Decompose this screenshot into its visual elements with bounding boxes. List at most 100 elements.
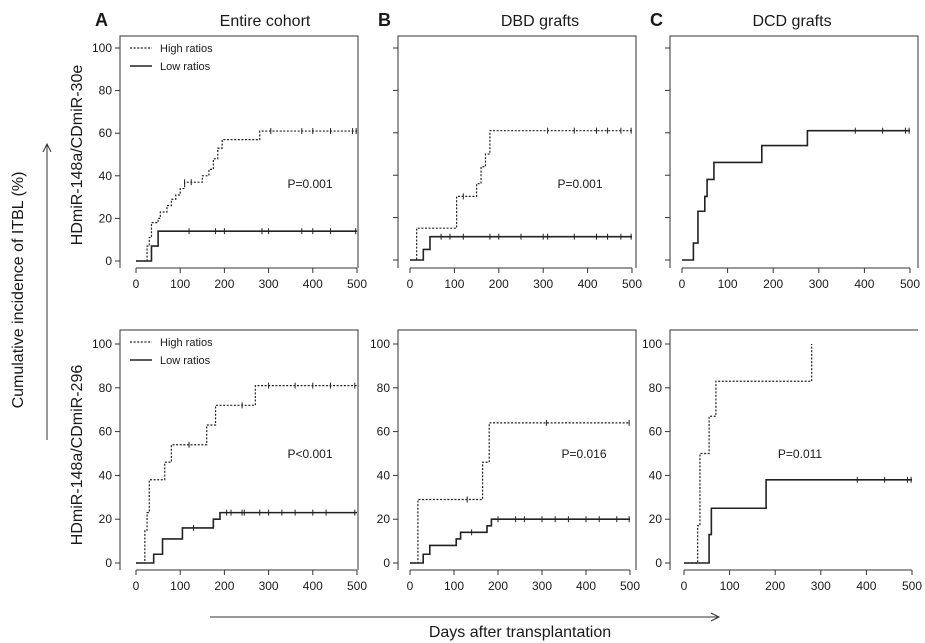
legend-label: Low ratios bbox=[160, 61, 211, 73]
x-tick-label: 0 bbox=[407, 277, 414, 291]
y-tick-label: 40 bbox=[649, 468, 663, 482]
series-low-ratios-line bbox=[410, 235, 632, 261]
y-tick-label: 100 bbox=[92, 41, 112, 55]
panel-frame bbox=[397, 35, 637, 268]
x-tick-label: 200 bbox=[488, 579, 508, 593]
y-tick-label: 20 bbox=[99, 512, 113, 526]
chart-panel-1-2: 0 20 40 60 80 100 0 100 200 300 400 500 P=0.011 bbox=[642, 329, 922, 593]
y-tick-label: 0 bbox=[105, 556, 112, 570]
x-tick-label: 100 bbox=[718, 277, 738, 291]
series-low-ratios-line bbox=[410, 518, 630, 564]
series-low-ratios-line bbox=[684, 478, 912, 564]
panel-letter-a: A bbox=[95, 10, 108, 30]
legend-label: Low ratios bbox=[160, 355, 211, 367]
x-tick-label: 100 bbox=[444, 277, 464, 291]
y-tick-label: 0 bbox=[383, 556, 390, 570]
y-tick-label: 40 bbox=[377, 468, 391, 482]
x-tick-label: 200 bbox=[214, 277, 234, 291]
x-tick-label: 300 bbox=[811, 579, 831, 593]
chart-panel-1-0: 0 20 40 60 80 100 0 100 200 300 400 500 High ratios L… bbox=[92, 329, 367, 593]
x-tick-label: 200 bbox=[765, 579, 785, 593]
x-tick-label: 0 bbox=[407, 579, 414, 593]
x-tick-label: 300 bbox=[259, 277, 279, 291]
x-tick-label: 0 bbox=[133, 579, 140, 593]
panel-frame bbox=[397, 329, 637, 570]
p-value-annotation: P=0.001 bbox=[557, 177, 602, 191]
y-tick-label: 60 bbox=[377, 425, 391, 439]
row-label-mir-30e: HDmiR-148a/CDmiR-30e bbox=[69, 65, 86, 246]
column-title-dbd-grafts: DBD grafts bbox=[501, 13, 579, 30]
panel-frame bbox=[669, 35, 919, 268]
series-low-ratios-line bbox=[682, 129, 910, 261]
series-high-ratios-line bbox=[410, 130, 632, 261]
x-tick-label: 400 bbox=[856, 579, 876, 593]
y-tick-label: 80 bbox=[99, 381, 113, 395]
x-arrow-icon bbox=[210, 612, 721, 622]
x-tick-label: 500 bbox=[620, 579, 640, 593]
p-value-annotation: P=0.016 bbox=[561, 447, 606, 461]
row-label-mir-296: HDmiR-148a/CDmiR-296 bbox=[69, 365, 86, 546]
x-tick-label: 500 bbox=[900, 277, 920, 291]
legend-label: High ratios bbox=[160, 43, 213, 55]
p-value-annotation: P=0.001 bbox=[287, 177, 332, 191]
y-tick-label: 100 bbox=[370, 337, 390, 351]
chart-panel-0-2: 0 100 200 300 400 500 bbox=[665, 35, 920, 291]
x-tick-label: 300 bbox=[532, 579, 552, 593]
panel-letter-c: C bbox=[650, 10, 663, 30]
series-high-ratios-line bbox=[136, 385, 357, 564]
x-tick-label: 400 bbox=[576, 579, 596, 593]
series-high-ratios-line bbox=[136, 130, 357, 262]
y-tick-label: 100 bbox=[642, 337, 662, 351]
column-title-entire-cohort: Entire cohort bbox=[220, 13, 311, 30]
column-title-dcd-grafts: DCD grafts bbox=[752, 13, 831, 30]
x-tick-label: 100 bbox=[170, 277, 190, 291]
chart-panel-0-1: 0 100 200 300 400 500 P=0.001 bbox=[393, 35, 642, 291]
series-high-ratios-line bbox=[410, 422, 630, 564]
series-high-ratios-line bbox=[684, 344, 813, 564]
x-tick-label: 200 bbox=[489, 277, 509, 291]
x-tick-label: 0 bbox=[679, 277, 686, 291]
series-low-ratios-line bbox=[136, 511, 357, 564]
y-tick-label: 40 bbox=[99, 468, 113, 482]
x-tick-label: 100 bbox=[170, 579, 190, 593]
x-tick-label: 400 bbox=[854, 277, 874, 291]
panel-frame bbox=[669, 329, 918, 570]
legend-label: High ratios bbox=[160, 337, 213, 349]
chart-panel-1-1: 0 20 40 60 80 100 0 100 200 300 400 500 P=0.016 bbox=[370, 329, 640, 593]
series-low-ratios-line bbox=[136, 230, 357, 262]
x-tick-label: 0 bbox=[133, 277, 140, 291]
y-tick-label: 20 bbox=[99, 211, 113, 225]
y-tick-label: 60 bbox=[649, 425, 663, 439]
p-value-annotation: P=0.011 bbox=[778, 447, 822, 461]
x-tick-label: 300 bbox=[259, 579, 279, 593]
x-tick-label: 300 bbox=[809, 277, 829, 291]
panel-letter-b: B bbox=[378, 10, 391, 30]
chart-panel-0-0: 0 20 40 60 80 100 0 100 200 300 400 500 High ratios L… bbox=[92, 35, 367, 291]
y-tick-label: 60 bbox=[99, 126, 113, 140]
y-tick-label: 60 bbox=[99, 425, 113, 439]
x-tick-label: 200 bbox=[763, 277, 783, 291]
y-tick-label: 80 bbox=[99, 84, 113, 98]
x-tick-label: 400 bbox=[303, 579, 323, 593]
x-tick-label: 500 bbox=[902, 579, 922, 593]
x-tick-label: 300 bbox=[533, 277, 553, 291]
x-tick-label: 400 bbox=[303, 277, 323, 291]
x-tick-label: 500 bbox=[347, 579, 367, 593]
outer-y-label: Cumulative incidence of ITBL (%) bbox=[10, 172, 27, 409]
y-tick-label: 20 bbox=[377, 512, 391, 526]
outer-x-label: Days after transplantation bbox=[429, 624, 611, 641]
y-tick-label: 20 bbox=[649, 512, 663, 526]
panel-frame bbox=[119, 329, 359, 570]
p-value-annotation: P<0.001 bbox=[287, 447, 332, 461]
x-tick-label: 400 bbox=[578, 277, 598, 291]
y-tick-label: 80 bbox=[649, 381, 663, 395]
panel-frame bbox=[119, 35, 359, 268]
y-tick-label: 0 bbox=[105, 254, 112, 268]
x-tick-label: 500 bbox=[622, 277, 642, 291]
x-tick-label: 0 bbox=[681, 579, 688, 593]
x-tick-label: 100 bbox=[444, 579, 464, 593]
y-arrow-icon bbox=[42, 142, 52, 440]
y-tick-label: 80 bbox=[377, 381, 391, 395]
